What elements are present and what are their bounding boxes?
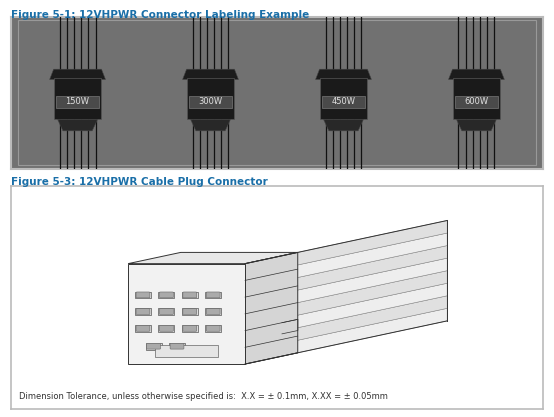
FancyBboxPatch shape	[206, 309, 220, 314]
Polygon shape	[316, 69, 371, 80]
FancyBboxPatch shape	[158, 308, 175, 315]
Text: Figure 5-3: 12VHPWR Cable Plug Connector: Figure 5-3: 12VHPWR Cable Plug Connector	[11, 177, 268, 187]
FancyBboxPatch shape	[183, 325, 197, 331]
Polygon shape	[245, 296, 447, 352]
Text: 150W: 150W	[65, 98, 90, 106]
Polygon shape	[245, 246, 447, 301]
Polygon shape	[245, 283, 447, 339]
FancyBboxPatch shape	[158, 291, 175, 298]
FancyBboxPatch shape	[182, 291, 198, 298]
Polygon shape	[128, 252, 297, 264]
FancyBboxPatch shape	[135, 308, 151, 315]
Polygon shape	[245, 271, 447, 327]
FancyBboxPatch shape	[169, 343, 185, 349]
Polygon shape	[245, 221, 447, 276]
FancyBboxPatch shape	[322, 96, 365, 108]
Text: Dimension Tolerance, unless otherwise specified is:  X.X = ± 0.1mm, X.XX = ± 0.0: Dimension Tolerance, unless otherwise sp…	[19, 392, 388, 401]
Polygon shape	[50, 69, 105, 80]
FancyBboxPatch shape	[54, 78, 101, 119]
Polygon shape	[245, 308, 447, 364]
FancyBboxPatch shape	[136, 325, 150, 331]
FancyBboxPatch shape	[56, 96, 99, 108]
Polygon shape	[449, 69, 504, 80]
FancyBboxPatch shape	[455, 96, 498, 108]
FancyBboxPatch shape	[160, 292, 173, 298]
FancyBboxPatch shape	[135, 325, 151, 332]
FancyBboxPatch shape	[205, 291, 221, 298]
FancyBboxPatch shape	[136, 292, 150, 298]
FancyBboxPatch shape	[158, 325, 175, 332]
Polygon shape	[245, 233, 447, 289]
FancyBboxPatch shape	[155, 345, 218, 357]
FancyBboxPatch shape	[206, 325, 220, 331]
Polygon shape	[456, 119, 496, 131]
FancyBboxPatch shape	[135, 291, 151, 298]
Polygon shape	[324, 119, 363, 131]
Polygon shape	[58, 119, 98, 131]
FancyBboxPatch shape	[205, 325, 221, 332]
FancyBboxPatch shape	[147, 343, 161, 349]
FancyBboxPatch shape	[183, 292, 197, 298]
FancyBboxPatch shape	[182, 325, 198, 332]
FancyBboxPatch shape	[206, 292, 220, 298]
FancyBboxPatch shape	[320, 78, 367, 119]
Text: 300W: 300W	[198, 98, 223, 106]
FancyBboxPatch shape	[205, 308, 221, 315]
FancyBboxPatch shape	[453, 78, 500, 119]
FancyBboxPatch shape	[160, 309, 173, 314]
FancyBboxPatch shape	[146, 343, 162, 349]
FancyBboxPatch shape	[189, 96, 232, 108]
FancyBboxPatch shape	[136, 309, 150, 314]
Text: 600W: 600W	[464, 98, 489, 106]
Text: 450W: 450W	[331, 98, 356, 106]
Polygon shape	[183, 69, 238, 80]
FancyBboxPatch shape	[160, 325, 173, 331]
Polygon shape	[128, 264, 245, 364]
FancyBboxPatch shape	[183, 309, 197, 314]
FancyBboxPatch shape	[187, 78, 234, 119]
Polygon shape	[245, 258, 447, 314]
Polygon shape	[191, 119, 230, 131]
FancyBboxPatch shape	[170, 343, 184, 349]
FancyBboxPatch shape	[182, 308, 198, 315]
Polygon shape	[245, 252, 297, 364]
Text: Figure 5-1: 12VHPWR Connector Labeling Example: Figure 5-1: 12VHPWR Connector Labeling E…	[11, 10, 309, 20]
